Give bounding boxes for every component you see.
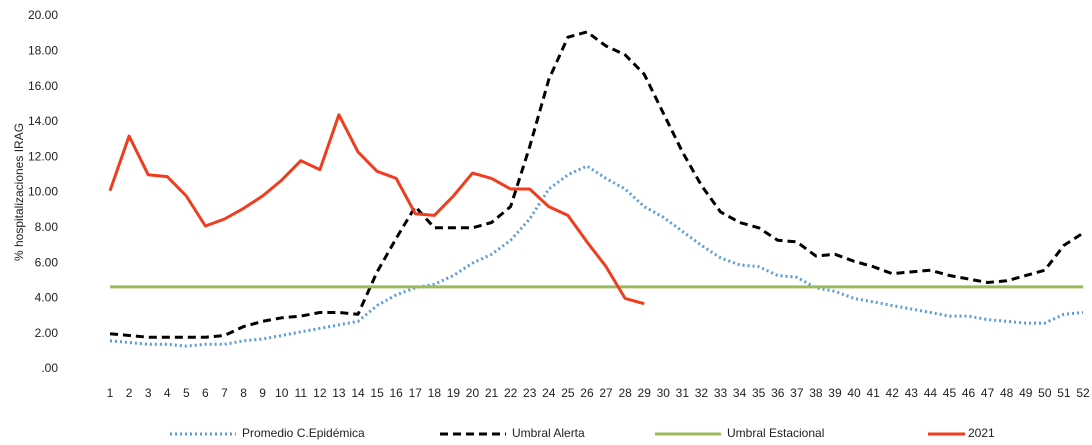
x-tick-label: 25 <box>561 386 575 400</box>
x-tick-label: 46 <box>962 386 976 400</box>
x-tick-label: 16 <box>389 386 403 400</box>
x-tick-label: 6 <box>202 386 209 400</box>
x-tick-label: 18 <box>428 386 442 400</box>
x-tick-label: 31 <box>676 386 690 400</box>
line-series <box>109 30 1084 339</box>
x-tick-label: 40 <box>847 386 861 400</box>
line-series <box>109 164 1084 348</box>
y-axis-label: % hospitalizaciones IRAG <box>12 123 26 261</box>
y-tick-label: .00 <box>41 361 58 375</box>
y-tick-label: 18.00 <box>28 43 58 57</box>
x-tick-label: 43 <box>905 386 919 400</box>
x-tick-label: 8 <box>240 386 247 400</box>
x-tick-label: 41 <box>866 386 880 400</box>
x-tick-label: 33 <box>714 386 728 400</box>
y-tick-label: 14.00 <box>28 114 58 128</box>
x-tick-label: 37 <box>790 386 804 400</box>
x-tick-label: 50 <box>1038 386 1052 400</box>
x-tick-label: 10 <box>275 386 289 400</box>
x-tick-label: 9 <box>259 386 266 400</box>
x-tick-label: 14 <box>351 386 365 400</box>
x-tick-label: 35 <box>752 386 766 400</box>
y-tick-label: 16.00 <box>28 79 58 93</box>
legend-label: Umbral Alerta <box>512 426 585 440</box>
x-tick-label: 39 <box>828 386 842 400</box>
legend-label: 2021 <box>968 426 995 440</box>
x-tick-label: 4 <box>164 386 171 400</box>
x-tick-label: 44 <box>924 386 938 400</box>
y-tick-label: 8.00 <box>35 220 59 234</box>
x-tick-label: 5 <box>183 386 190 400</box>
x-tick-label: 22 <box>504 386 518 400</box>
y-tick-label: 12.00 <box>28 149 58 163</box>
y-tick-label: 6.00 <box>35 255 59 269</box>
x-tick-label: 34 <box>733 386 747 400</box>
y-tick-label: 2.00 <box>35 326 59 340</box>
x-tick-label: 38 <box>809 386 823 400</box>
x-tick-label: 20 <box>466 386 480 400</box>
x-tick-label: 24 <box>542 386 556 400</box>
x-tick-label: 3 <box>145 386 152 400</box>
x-tick-label: 23 <box>523 386 537 400</box>
x-tick-label: 11 <box>295 386 308 400</box>
x-tick-label: 36 <box>771 386 785 400</box>
x-tick-label: 7 <box>221 386 228 400</box>
x-tick-label: 28 <box>618 386 632 400</box>
x-tick-label: 48 <box>1000 386 1014 400</box>
x-tick-label: 47 <box>981 386 995 400</box>
x-tick-label: 49 <box>1019 386 1033 400</box>
x-tick-label: 52 <box>1076 386 1090 400</box>
x-tick-label: 32 <box>695 386 709 400</box>
legend-label: Umbral Estacional <box>727 426 824 440</box>
line-series <box>108 113 645 306</box>
x-tick-label: 2 <box>126 386 133 400</box>
x-tick-label: 51 <box>1057 386 1071 400</box>
x-tick-label: 27 <box>599 386 613 400</box>
x-tick-label: 26 <box>580 386 594 400</box>
x-tick-label: 21 <box>485 386 499 400</box>
legend-label: Promedio C.Epidémica <box>242 426 365 440</box>
x-tick-label: 13 <box>332 386 346 400</box>
x-tick-label: 15 <box>370 386 384 400</box>
x-tick-label: 19 <box>447 386 461 400</box>
x-tick-label: 12 <box>313 386 327 400</box>
x-tick-label: 29 <box>638 386 652 400</box>
y-tick-label: 4.00 <box>35 291 59 305</box>
y-tick-label: 10.00 <box>28 185 58 199</box>
x-tick-label: 17 <box>409 386 423 400</box>
x-tick-label: 1 <box>107 386 114 400</box>
y-tick-label: 20.00 <box>28 8 58 22</box>
x-tick-label: 45 <box>943 386 957 400</box>
x-tick-label: 42 <box>886 386 900 400</box>
x-tick-label: 30 <box>657 386 671 400</box>
